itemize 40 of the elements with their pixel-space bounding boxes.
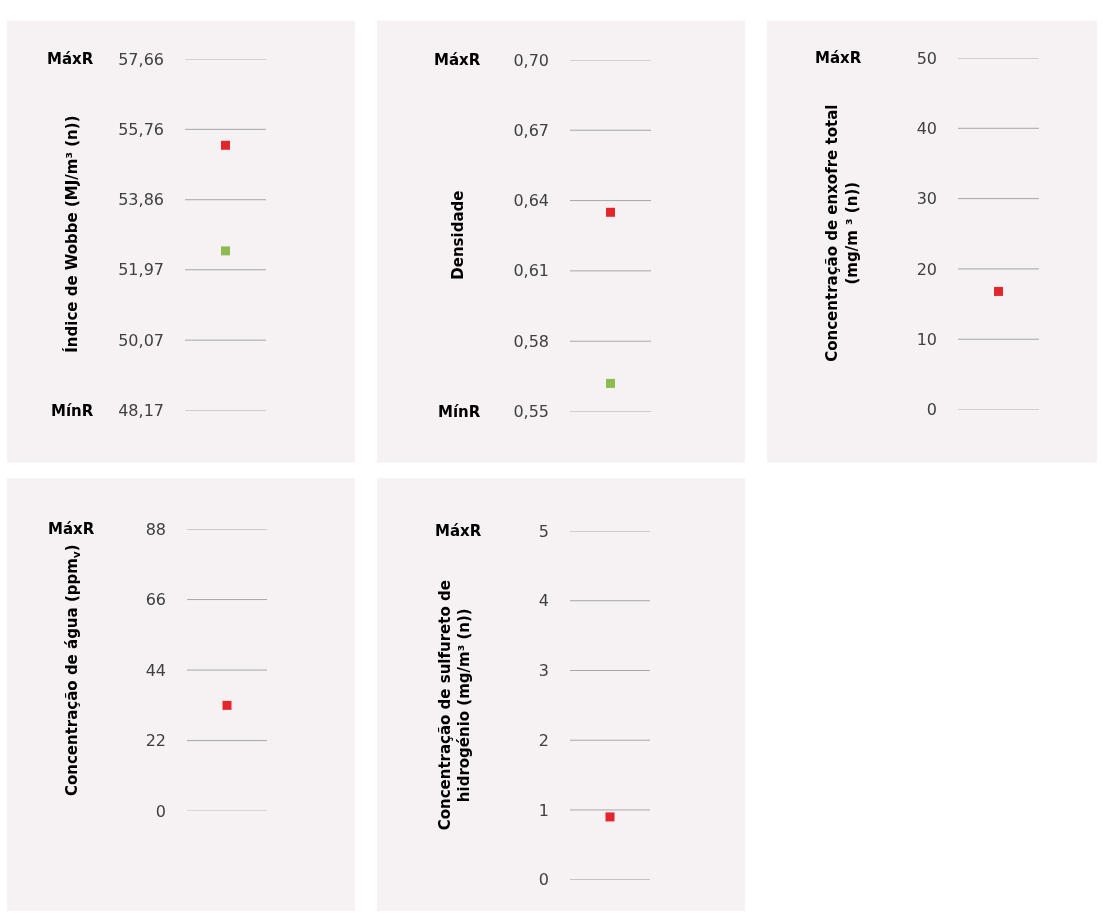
y-tick-label: 0,64 — [513, 191, 549, 211]
y-tick-label: 10 — [916, 329, 937, 349]
y-axis-title: Densidade — [449, 190, 468, 280]
y-tick-label: 22 — [145, 731, 166, 751]
text: MáxR — [815, 49, 862, 67]
y-tick-label: 0,70 — [513, 50, 549, 70]
y-tick-label: 0,61 — [513, 261, 549, 281]
y-tick-label: 53,86 — [118, 190, 164, 210]
y-tick-label: 20 — [916, 259, 937, 279]
y-axis-title: Concentração de sulfureto de hidrogénio (mg/m³ (n)) — [435, 580, 474, 831]
y-tick-label: 51,97 — [118, 260, 164, 280]
y-tick-label: 2 — [538, 730, 549, 750]
y-tick-label: 0,55 — [513, 402, 549, 422]
y-tick-label: 50 — [916, 48, 937, 68]
text: MáxR — [48, 520, 95, 538]
y-tick-label: 66 — [145, 590, 166, 610]
y-tick-label: 5 — [538, 521, 549, 541]
y-tick-label: 48,17 — [118, 401, 164, 421]
y-tick-label: 50,07 — [118, 330, 164, 350]
text: MínR — [51, 402, 94, 420]
y-axis-title: Concentração de enxofre total (mg/m ³ (n)) — [823, 104, 861, 362]
text: MáxR — [434, 51, 481, 69]
y-tick-label: 0,58 — [513, 331, 549, 351]
text: MáxR — [435, 522, 482, 540]
y-tick-label: 3 — [538, 661, 549, 681]
y-tick-label: 40 — [916, 118, 937, 138]
y-tick-label: 4 — [538, 591, 549, 611]
y-tick-label: 88 — [145, 519, 166, 539]
y-tick-label: 0 — [926, 400, 937, 420]
y-tick-label: 44 — [145, 660, 166, 680]
y-tick-label: 0,67 — [513, 120, 549, 140]
y-axis-title: Índice de Wobbe (MJ/m³ (n)) — [62, 115, 82, 353]
y-tick-label: 30 — [916, 189, 937, 209]
y-tick-label: 57,66 — [118, 49, 164, 69]
y-tick-label: 0 — [155, 801, 166, 821]
y-tick-label: 55,76 — [118, 119, 164, 139]
text: MáxR — [47, 50, 94, 68]
y-tick-label: 0 — [538, 870, 549, 890]
y-tick-label: 1 — [538, 800, 549, 820]
text: MínR — [438, 403, 481, 421]
